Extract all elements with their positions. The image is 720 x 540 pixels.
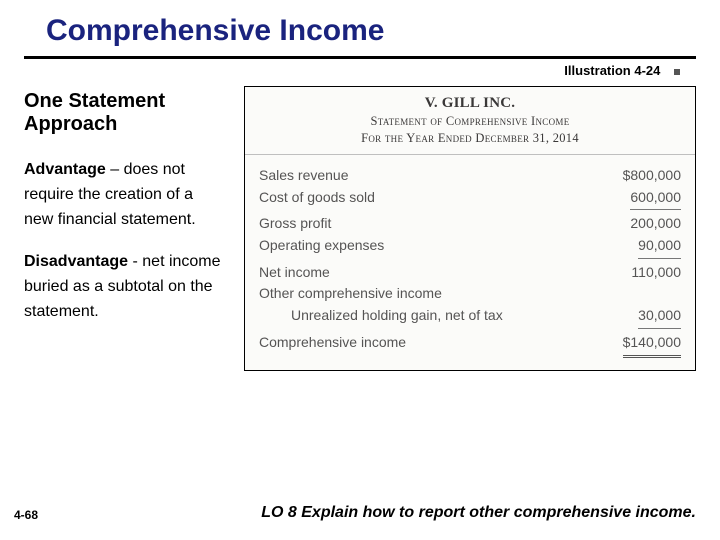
row-oci: Other comprehensive income bbox=[259, 283, 681, 305]
double-underline-ci: $140,000 bbox=[623, 332, 681, 358]
label-opex: Operating expenses bbox=[259, 235, 384, 257]
label-sales: Sales revenue bbox=[259, 165, 349, 187]
statement-title: Statement of Comprehensive Income bbox=[253, 114, 687, 129]
approach-subhead: One Statement Approach bbox=[24, 90, 226, 136]
slide: Comprehensive Income Illustration 4-24 O… bbox=[0, 0, 720, 540]
statement-period: For the Year Ended December 31, 2014 bbox=[253, 131, 687, 146]
row-opex: Operating expenses 90,000 bbox=[259, 235, 681, 259]
label-ni: Net income bbox=[259, 262, 330, 284]
underline-cogs: 600,000 bbox=[630, 187, 681, 211]
amount-sales: $800,000 bbox=[591, 165, 681, 187]
illustration-label-row: Illustration 4-24 bbox=[24, 63, 696, 78]
company-name: V. GILL INC. bbox=[253, 95, 687, 112]
advantage-lead: Advantage bbox=[24, 161, 106, 178]
exhibit-header: V. GILL INC. Statement of Comprehensive … bbox=[245, 87, 695, 155]
title-rule bbox=[24, 56, 696, 59]
exhibit-body: Sales revenue $800,000 Cost of goods sol… bbox=[245, 155, 695, 370]
label-ci: Comprehensive income bbox=[259, 332, 406, 354]
disadvantage-lead: Disadvantage bbox=[24, 253, 128, 270]
illustration-label: Illustration 4-24 bbox=[564, 63, 660, 78]
row-sales: Sales revenue $800,000 bbox=[259, 165, 681, 187]
underline-opex: 90,000 bbox=[638, 235, 681, 259]
disadvantage-paragraph: Disadvantage - net income buried as a su… bbox=[24, 250, 226, 324]
advantage-paragraph: Advantage – does not require the creatio… bbox=[24, 158, 226, 232]
right-column: V. GILL INC. Statement of Comprehensive … bbox=[244, 86, 696, 371]
row-cogs: Cost of goods sold 600,000 bbox=[259, 187, 681, 211]
underline-uhg: 30,000 bbox=[638, 305, 681, 329]
body: One Statement Approach Advantage – does … bbox=[24, 86, 696, 371]
amount-ni: 110,000 bbox=[591, 262, 681, 284]
amount-opex: 90,000 bbox=[591, 235, 681, 259]
row-comprehensive-income: Comprehensive income $140,000 bbox=[259, 332, 681, 358]
row-unrealized-gain: Unrealized holding gain, net of tax 30,0… bbox=[259, 305, 681, 329]
label-uhg: Unrealized holding gain, net of tax bbox=[259, 305, 503, 327]
amount-cogs: 600,000 bbox=[591, 187, 681, 211]
row-net-income: Net income 110,000 bbox=[259, 262, 681, 284]
learning-objective: LO 8 Explain how to report other compreh… bbox=[261, 504, 696, 522]
page-number: 4-68 bbox=[14, 508, 38, 522]
row-gross-profit: Gross profit 200,000 bbox=[259, 213, 681, 235]
amount-gp: 200,000 bbox=[591, 213, 681, 235]
exhibit: V. GILL INC. Statement of Comprehensive … bbox=[244, 86, 696, 371]
slide-title: Comprehensive Income bbox=[24, 14, 696, 48]
label-gp: Gross profit bbox=[259, 213, 331, 235]
amount-ci: $140,000 bbox=[591, 332, 681, 358]
amount-uhg: 30,000 bbox=[591, 305, 681, 329]
label-cogs: Cost of goods sold bbox=[259, 187, 375, 209]
left-column: One Statement Approach Advantage – does … bbox=[24, 86, 226, 371]
bullet-icon bbox=[674, 69, 680, 75]
label-oci: Other comprehensive income bbox=[259, 283, 442, 305]
